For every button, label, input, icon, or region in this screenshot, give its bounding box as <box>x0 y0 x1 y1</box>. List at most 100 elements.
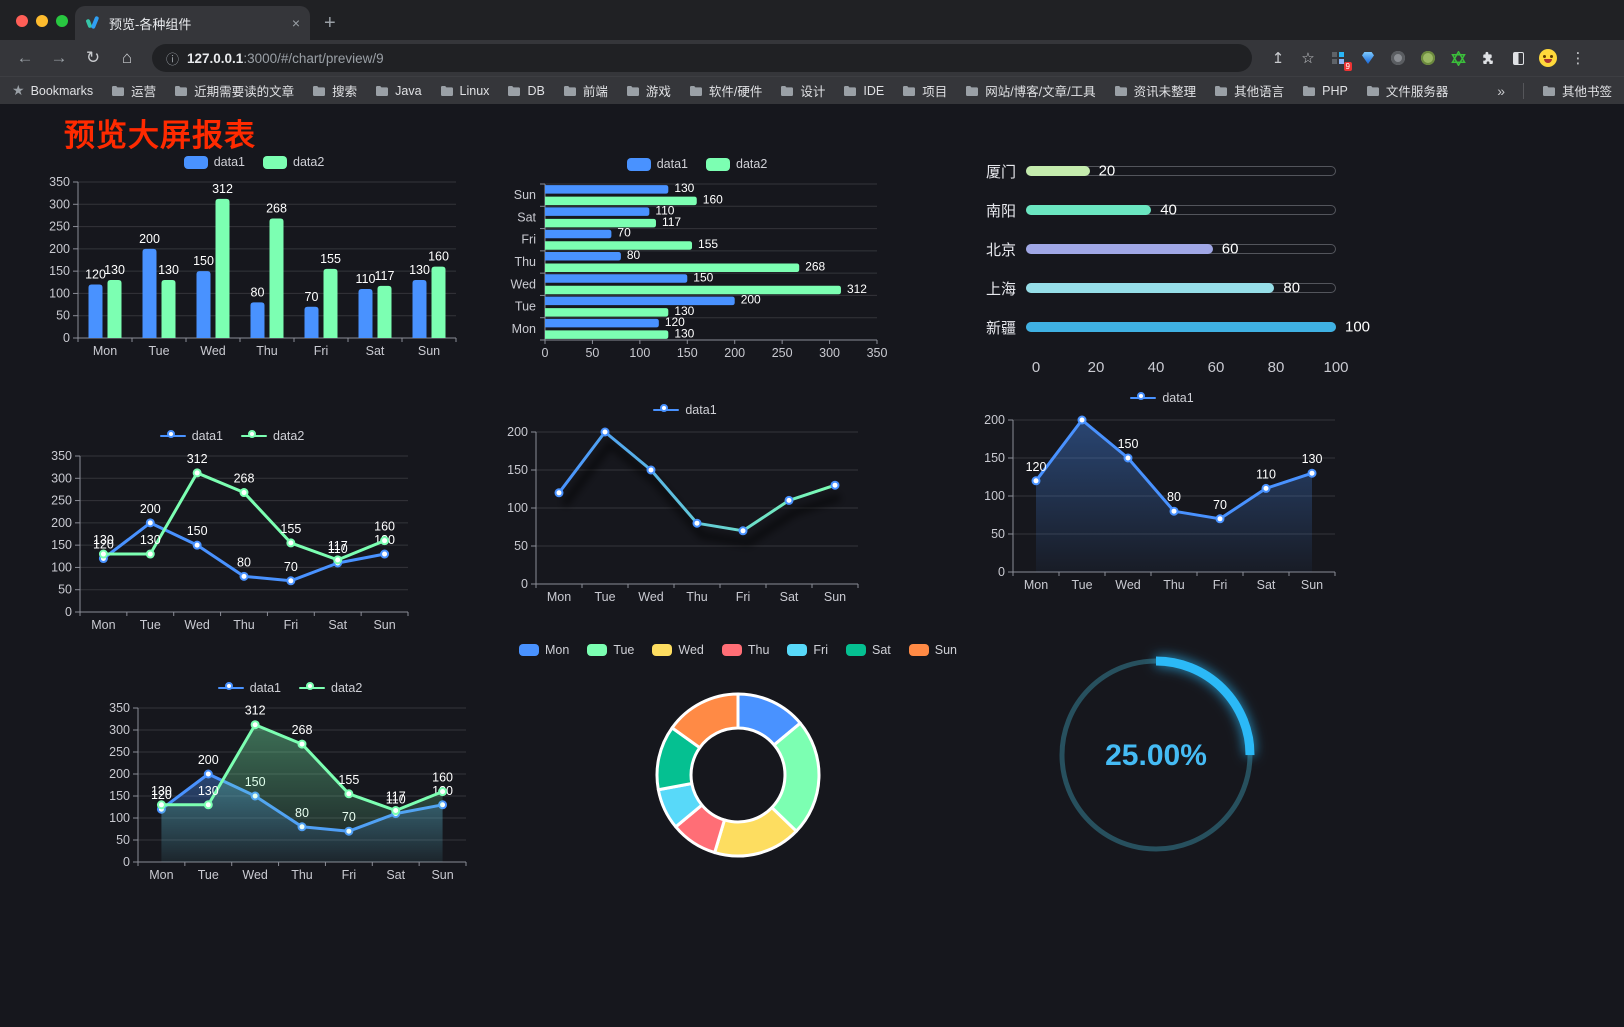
xdebug-extension-icon[interactable] <box>1448 48 1468 68</box>
svg-text:80: 80 <box>251 285 265 299</box>
bookmark-item[interactable]: 其他语言 <box>1214 81 1284 100</box>
legend-item[interactable]: data2 <box>263 155 324 169</box>
legend-line-icon <box>299 681 325 695</box>
tab-strip: 预览-各种组件 × + <box>0 0 1624 40</box>
legend-item[interactable]: data1 <box>653 403 717 417</box>
browser-toolbar: ← → ↻ ⌂ ⓘ 127.0.0.1:3000/#/chart/preview… <box>0 40 1624 76</box>
bookmark-item[interactable]: 项目 <box>902 81 947 100</box>
legend-label: Sun <box>934 643 958 657</box>
bookmark-item[interactable]: 游戏 <box>626 81 671 100</box>
bookmark-item[interactable]: 运营 <box>111 81 156 100</box>
folder-icon <box>689 85 702 96</box>
forward-icon[interactable]: → <box>50 48 68 67</box>
new-tab-button[interactable]: + <box>324 12 336 34</box>
legend-item[interactable]: Sun <box>908 643 958 657</box>
legend-item[interactable]: Thu <box>721 643 769 657</box>
bookmark-item[interactable]: 软件/硬件 <box>689 81 762 100</box>
legend-item[interactable]: data1 <box>183 155 245 169</box>
bookmark-item[interactable]: Linux <box>440 84 489 98</box>
address-bar[interactable]: ⓘ 127.0.0.1:3000/#/chart/preview/9 <box>152 44 1252 72</box>
legend-item[interactable]: data2 <box>706 157 767 171</box>
svg-text:Sat: Sat <box>386 868 405 882</box>
legend-item[interactable]: data1 <box>1130 391 1194 405</box>
legend-item[interactable]: data1 <box>217 681 281 695</box>
svg-text:80: 80 <box>627 248 641 262</box>
svg-text:350: 350 <box>867 346 888 360</box>
legend-item[interactable]: Wed <box>652 643 704 657</box>
svg-text:Fri: Fri <box>314 344 329 358</box>
legend-swatch-icon <box>263 155 287 169</box>
progress-track: 60 <box>1026 241 1336 258</box>
legend-item[interactable]: Mon <box>518 643 569 657</box>
reader-mode-extension-icon[interactable] <box>1508 48 1528 68</box>
window-minimize-button[interactable] <box>36 15 48 27</box>
green-circle-extension-icon[interactable] <box>1418 48 1438 68</box>
legend-item[interactable]: Fri <box>787 643 828 657</box>
legend-item[interactable]: data2 <box>299 681 362 695</box>
gray-circle-extension-icon[interactable] <box>1388 48 1408 68</box>
browser-tab[interactable]: 预览-各种组件 × <box>75 6 310 40</box>
progress-axis: 0 20 40 60 80 100 <box>1031 359 1349 376</box>
svg-text:100: 100 <box>629 346 650 360</box>
bookmarks-root[interactable]: ★ Bookmarks <box>12 82 94 98</box>
legend-line-icon <box>241 429 267 443</box>
legend-item[interactable]: data1 <box>159 429 223 443</box>
tab-close-icon[interactable]: × <box>291 15 300 31</box>
stats-extension-icon[interactable]: 9 <box>1328 48 1352 71</box>
svg-text:155: 155 <box>698 237 718 251</box>
back-icon[interactable]: ← <box>16 48 34 67</box>
legend-item[interactable]: Sat <box>846 643 891 657</box>
chart-legend: data1 data2 <box>44 424 420 448</box>
other-bookmarks-folder[interactable]: 其他书签 <box>1542 81 1612 100</box>
bookmark-item[interactable]: 前端 <box>563 81 608 100</box>
grouped-bar-chart-panel: data1 data2 0 50 100 150 200 250 300 350 Mon Tue Wed… <box>42 150 466 364</box>
window-close-button[interactable] <box>16 15 28 27</box>
legend-swatch-icon <box>721 644 742 656</box>
svg-text:Mon: Mon <box>91 618 115 632</box>
bookmark-item[interactable]: 搜索 <box>312 81 357 100</box>
bookmark-item[interactable]: DB <box>507 84 545 98</box>
chart-legend: data1 data2 <box>503 152 891 176</box>
legend-label: Fri <box>813 643 828 657</box>
share-icon[interactable]: ↥ <box>1271 50 1285 67</box>
svg-text:Fri: Fri <box>342 868 357 882</box>
bookmarks-overflow-button[interactable]: » <box>1497 82 1505 99</box>
gem-extension-icon[interactable] <box>1358 48 1378 68</box>
svg-text:200: 200 <box>139 232 160 246</box>
window-zoom-button[interactable] <box>56 15 68 27</box>
bookmark-item[interactable]: PHP <box>1302 84 1348 98</box>
svg-text:200: 200 <box>109 767 130 781</box>
bookmark-item[interactable]: 设计 <box>780 81 825 100</box>
svg-text:50: 50 <box>991 527 1005 541</box>
svg-text:Wed: Wed <box>184 618 210 632</box>
progress-label: 新疆 <box>986 319 1017 337</box>
legend-item[interactable]: data1 <box>626 157 688 171</box>
puzzle-extensions-icon[interactable] <box>1478 48 1498 68</box>
site-info-icon[interactable]: ⓘ <box>166 51 180 67</box>
bookmark-item[interactable]: IDE <box>843 84 884 98</box>
legend-item[interactable]: data2 <box>241 429 304 443</box>
svg-text:0: 0 <box>998 565 1005 579</box>
svg-text:0: 0 <box>63 331 70 345</box>
svg-text:130: 130 <box>674 304 694 318</box>
svg-text:Sun: Sun <box>431 868 453 882</box>
legend-item[interactable]: Tue <box>587 643 634 657</box>
svg-text:Wed: Wed <box>242 868 268 882</box>
svg-text:160: 160 <box>432 771 453 785</box>
profile-avatar[interactable] <box>1538 48 1558 68</box>
folder-icon <box>844 85 857 96</box>
menu-icon[interactable]: ⋮ <box>1570 50 1586 67</box>
bookmark-item[interactable]: 文件服务器 <box>1366 81 1448 100</box>
bookmark-item[interactable]: 网站/博客/文章/工具 <box>965 81 1096 100</box>
bookmark-item[interactable]: 资讯未整理 <box>1114 81 1196 100</box>
svg-text:160: 160 <box>374 520 395 534</box>
reload-icon[interactable]: ↻ <box>85 48 101 67</box>
home-icon[interactable]: ⌂ <box>121 48 133 67</box>
bookmark-item[interactable]: 近期需要读的文章 <box>174 81 294 100</box>
bookmark-star-icon[interactable]: ☆ <box>1301 50 1315 67</box>
legend-swatch-icon <box>787 644 808 656</box>
svg-text:350: 350 <box>109 701 130 715</box>
svg-text:312: 312 <box>187 452 208 466</box>
folder-icon <box>1542 85 1555 96</box>
bookmark-item[interactable]: Java <box>375 84 422 98</box>
